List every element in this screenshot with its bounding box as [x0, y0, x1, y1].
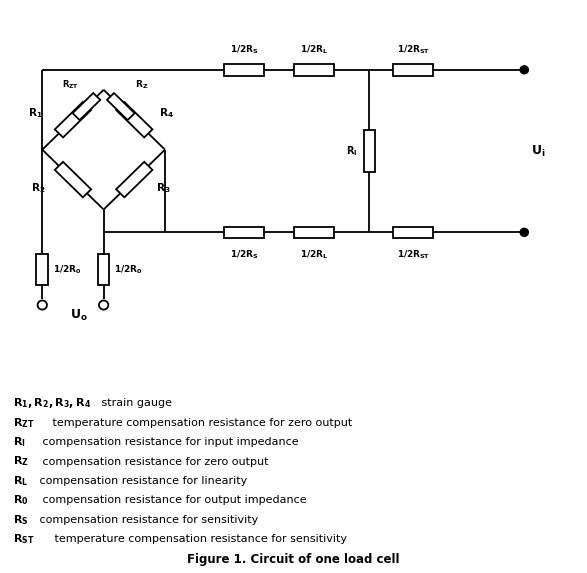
Text: compensation resistance for sensitivity: compensation resistance for sensitivity: [36, 515, 259, 525]
Bar: [294, 227, 334, 238]
Text: $\mathbf{R_L}$: $\mathbf{R_L}$: [13, 474, 28, 488]
Bar: [116, 102, 153, 138]
Text: $\mathbf{R_4}$: $\mathbf{R_4}$: [159, 106, 174, 120]
Text: compensation resistance for zero output: compensation resistance for zero output: [39, 457, 268, 466]
Text: $\mathbf{R_2}$: $\mathbf{R_2}$: [31, 181, 45, 195]
Text: $\mathbf{R_I}$: $\mathbf{R_I}$: [346, 144, 357, 158]
Text: $\mathbf{R_0}$: $\mathbf{R_0}$: [13, 493, 29, 507]
Text: $\mathbf{1/2R_{ST}}$: $\mathbf{1/2R_{ST}}$: [397, 248, 430, 261]
Text: $\mathbf{R_S}$: $\mathbf{R_S}$: [13, 513, 29, 527]
Text: $\mathbf{1/2R_0}$: $\mathbf{1/2R_0}$: [114, 263, 143, 276]
Text: $\mathbf{R_I}$: $\mathbf{R_I}$: [13, 435, 26, 449]
Circle shape: [520, 228, 528, 236]
Bar: [98, 254, 109, 285]
Text: $\mathbf{R_{ZT}}$: $\mathbf{R_{ZT}}$: [62, 78, 79, 91]
Bar: [224, 227, 264, 238]
Text: $\mathbf{R_{ST}}$: $\mathbf{R_{ST}}$: [13, 532, 35, 546]
Text: $\mathbf{R_1, R_2, R_3, R_4}$: $\mathbf{R_1, R_2, R_3, R_4}$: [13, 397, 91, 410]
Bar: [393, 64, 433, 76]
Text: compensation resistance for linearity: compensation resistance for linearity: [36, 476, 248, 486]
Text: $\mathbf{1/2R_S}$: $\mathbf{1/2R_S}$: [230, 248, 258, 261]
Bar: [36, 254, 48, 285]
Text: $\mathbf{1/2R_L}$: $\mathbf{1/2R_L}$: [300, 43, 328, 56]
Text: temperature compensation resistance for sensitivity: temperature compensation resistance for …: [51, 534, 347, 544]
Text: temperature compensation resistance for zero output: temperature compensation resistance for …: [49, 418, 353, 428]
Text: $\mathbf{1/2R_{ST}}$: $\mathbf{1/2R_{ST}}$: [397, 43, 430, 56]
Bar: [107, 93, 134, 120]
Text: $\mathbf{R_Z}$: $\mathbf{R_Z}$: [13, 454, 29, 469]
Bar: [73, 93, 100, 120]
Bar: [363, 129, 375, 172]
Text: $\mathbf{1/2R_S}$: $\mathbf{1/2R_S}$: [230, 43, 258, 56]
Bar: [55, 102, 91, 138]
Circle shape: [520, 66, 528, 74]
Bar: [294, 64, 334, 76]
Text: $\mathbf{1/2R_0}$: $\mathbf{1/2R_0}$: [53, 263, 81, 276]
Text: compensation resistance for output impedance: compensation resistance for output imped…: [39, 495, 306, 505]
Text: $\mathbf{1/2R_L}$: $\mathbf{1/2R_L}$: [300, 248, 328, 261]
Text: strain gauge: strain gauge: [98, 398, 172, 409]
Text: $\mathbf{U_o}$: $\mathbf{U_o}$: [70, 308, 87, 323]
Bar: [393, 227, 433, 238]
Text: $\mathbf{R_Z}$: $\mathbf{R_Z}$: [135, 78, 149, 91]
Text: $\mathbf{R_{ZT}}$: $\mathbf{R_{ZT}}$: [13, 416, 35, 430]
Bar: [55, 162, 91, 197]
Bar: [224, 64, 264, 76]
Text: $\mathbf{R_1}$: $\mathbf{R_1}$: [28, 106, 42, 120]
Text: Figure 1. Circuit of one load cell: Figure 1. Circuit of one load cell: [187, 553, 400, 566]
Text: $\mathbf{R_3}$: $\mathbf{R_3}$: [156, 181, 171, 195]
Text: compensation resistance for input impedance: compensation resistance for input impeda…: [39, 437, 298, 447]
Text: $\mathbf{U_i}$: $\mathbf{U_i}$: [531, 143, 546, 159]
Bar: [116, 162, 153, 197]
